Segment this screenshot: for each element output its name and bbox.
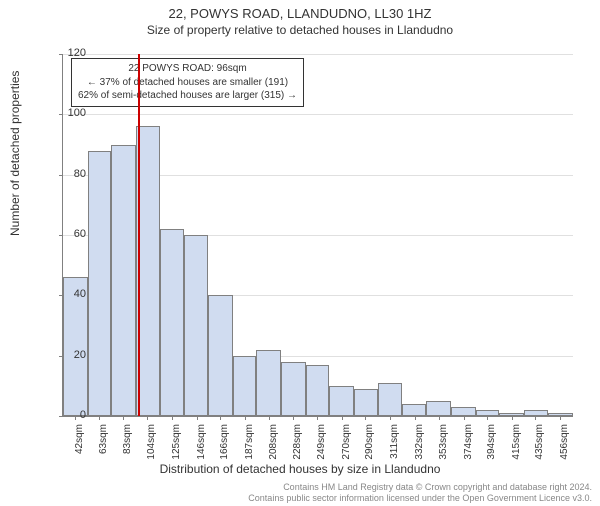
y-tick-label: 40	[46, 288, 86, 300]
x-tick-label: 187sqm	[244, 424, 255, 464]
y-tick-label: 0	[46, 409, 86, 421]
callout-line-2: ← 37% of detached houses are smaller (19…	[78, 76, 297, 90]
title-sub: Size of property relative to detached ho…	[0, 23, 600, 37]
x-tick-label: 415sqm	[511, 424, 522, 464]
x-tick-mark	[317, 416, 318, 420]
x-tick-label: 270sqm	[341, 424, 352, 464]
y-tick-label: 100	[46, 107, 86, 119]
x-tick-mark	[123, 416, 124, 420]
x-tick-label: 435sqm	[534, 424, 545, 464]
histogram-bar	[111, 145, 136, 417]
x-tick-label: 332sqm	[414, 424, 425, 464]
histogram-bar	[451, 407, 476, 416]
x-tick-label: 104sqm	[146, 424, 157, 464]
x-tick-mark	[560, 416, 561, 420]
x-tick-mark	[197, 416, 198, 420]
histogram-bar	[426, 401, 451, 416]
reference-line	[138, 54, 140, 416]
x-tick-label: 290sqm	[364, 424, 375, 464]
x-tick-mark	[512, 416, 513, 420]
chart-plot-area: 22 POWYS ROAD: 96sqm ← 37% of detached h…	[62, 54, 573, 417]
y-tick-label: 60	[46, 228, 86, 240]
x-tick-label: 42sqm	[74, 424, 85, 464]
x-tick-label: 311sqm	[389, 424, 400, 464]
title-main: 22, POWYS ROAD, LLANDUDNO, LL30 1HZ	[0, 6, 600, 21]
x-tick-mark	[415, 416, 416, 420]
y-tick-label: 80	[46, 168, 86, 180]
x-tick-mark	[293, 416, 294, 420]
x-tick-mark	[99, 416, 100, 420]
x-tick-mark	[439, 416, 440, 420]
histogram-bar	[354, 389, 379, 416]
histogram-bar	[281, 362, 306, 416]
histogram-bar	[233, 356, 256, 416]
x-tick-label: 166sqm	[219, 424, 230, 464]
y-tick-label: 120	[46, 47, 86, 59]
x-tick-mark	[269, 416, 270, 420]
callout-line-1: 22 POWYS ROAD: 96sqm	[78, 62, 297, 76]
chart-container: 22, POWYS ROAD, LLANDUDNO, LL30 1HZ Size…	[0, 6, 600, 506]
x-tick-mark	[365, 416, 366, 420]
footer-line-2: Contains public sector information licen…	[248, 493, 592, 504]
x-tick-mark	[172, 416, 173, 420]
histogram-bar	[402, 404, 427, 416]
x-tick-label: 353sqm	[438, 424, 449, 464]
x-tick-mark	[535, 416, 536, 420]
x-tick-mark	[220, 416, 221, 420]
x-tick-mark	[390, 416, 391, 420]
x-axis-label: Distribution of detached houses by size …	[0, 462, 600, 476]
x-tick-label: 125sqm	[171, 424, 182, 464]
x-tick-label: 146sqm	[196, 424, 207, 464]
x-tick-label: 63sqm	[98, 424, 109, 464]
histogram-bar	[256, 350, 281, 416]
histogram-bar	[208, 295, 233, 416]
y-axis-label: Number of detached properties	[8, 71, 22, 236]
x-tick-mark	[464, 416, 465, 420]
x-tick-label: 249sqm	[316, 424, 327, 464]
x-tick-label: 83sqm	[122, 424, 133, 464]
x-tick-label: 456sqm	[559, 424, 570, 464]
x-tick-label: 394sqm	[486, 424, 497, 464]
x-tick-mark	[147, 416, 148, 420]
x-tick-mark	[245, 416, 246, 420]
y-tick-label: 20	[46, 349, 86, 361]
histogram-bar	[329, 386, 354, 416]
x-tick-mark	[487, 416, 488, 420]
histogram-bar	[160, 229, 183, 416]
callout-line-3: 62% of semi-detached houses are larger (…	[78, 89, 297, 103]
x-tick-mark	[342, 416, 343, 420]
callout-box: 22 POWYS ROAD: 96sqm ← 37% of detached h…	[71, 58, 304, 107]
histogram-bar	[184, 235, 209, 416]
footer-line-1: Contains HM Land Registry data © Crown c…	[248, 482, 592, 493]
x-tick-label: 374sqm	[463, 424, 474, 464]
histogram-bar	[306, 365, 329, 416]
x-tick-label: 208sqm	[268, 424, 279, 464]
footer-attribution: Contains HM Land Registry data © Crown c…	[248, 482, 592, 504]
histogram-bar	[378, 383, 401, 416]
x-tick-label: 228sqm	[292, 424, 303, 464]
histogram-bar	[88, 151, 111, 416]
